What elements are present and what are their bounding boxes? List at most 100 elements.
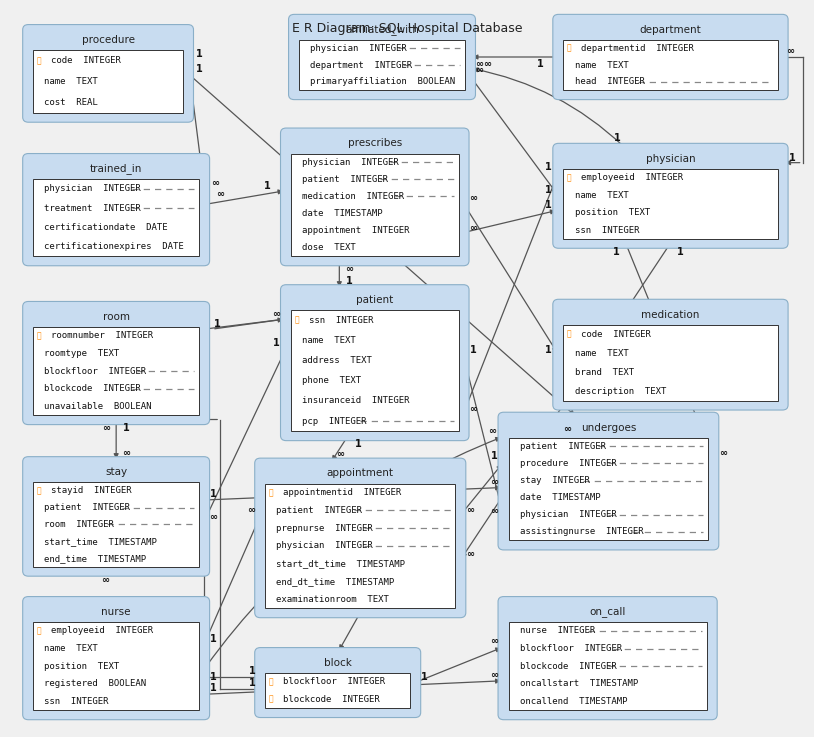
Text: prescribes: prescribes: [348, 139, 402, 148]
Text: department: department: [640, 24, 702, 35]
Text: room  INTEGER: room INTEGER: [45, 520, 114, 529]
Text: patient: patient: [357, 295, 393, 305]
FancyBboxPatch shape: [563, 325, 777, 401]
Text: position  TEXT: position TEXT: [575, 208, 650, 217]
Text: departmentid  INTEGER: departmentid INTEGER: [581, 43, 694, 53]
Text: patient  INTEGER: patient INTEGER: [277, 506, 362, 515]
Text: 1: 1: [210, 489, 217, 499]
Text: date  TIMESTAMP: date TIMESTAMP: [302, 209, 383, 218]
FancyBboxPatch shape: [498, 596, 717, 720]
Text: 1: 1: [545, 162, 552, 172]
Text: 1: 1: [613, 247, 619, 257]
Text: unavailable  BOOLEAN: unavailable BOOLEAN: [45, 402, 152, 411]
Text: department  INTEGER: department INTEGER: [310, 60, 413, 69]
Text: treatment  INTEGER: treatment INTEGER: [45, 203, 141, 212]
Text: procedure: procedure: [81, 35, 134, 45]
Text: affiliated_with: affiliated_with: [345, 24, 419, 35]
FancyBboxPatch shape: [289, 14, 475, 99]
Text: name  TEXT: name TEXT: [45, 644, 98, 653]
Text: blockfloor  INTEGER: blockfloor INTEGER: [283, 677, 385, 686]
FancyBboxPatch shape: [33, 482, 199, 567]
Text: 1: 1: [545, 200, 552, 210]
Text: name  TEXT: name TEXT: [302, 336, 356, 345]
Text: start_dt_time  TIMESTAMP: start_dt_time TIMESTAMP: [277, 559, 405, 568]
FancyBboxPatch shape: [281, 128, 469, 266]
Text: ∞: ∞: [209, 511, 217, 522]
FancyBboxPatch shape: [33, 50, 183, 113]
Text: name  TEXT: name TEXT: [45, 77, 98, 86]
Text: ∞: ∞: [216, 189, 224, 200]
Text: patient  INTEGER: patient INTEGER: [520, 441, 606, 451]
FancyBboxPatch shape: [291, 310, 458, 431]
Text: procedure  INTEGER: procedure INTEGER: [520, 459, 616, 468]
Text: 1: 1: [249, 666, 256, 676]
Text: employeeid  INTEGER: employeeid INTEGER: [51, 626, 153, 635]
Text: 1: 1: [545, 185, 552, 195]
Text: ⚿: ⚿: [269, 488, 273, 497]
Text: trained_in: trained_in: [90, 164, 142, 174]
Text: ∞: ∞: [786, 46, 794, 56]
Text: ⚿: ⚿: [269, 695, 273, 704]
Text: blockfloor  INTEGER: blockfloor INTEGER: [45, 366, 147, 376]
FancyBboxPatch shape: [509, 438, 708, 540]
Text: date  TIMESTAMP: date TIMESTAMP: [520, 493, 601, 502]
Text: code  INTEGER: code INTEGER: [581, 329, 651, 339]
Text: on_call: on_call: [589, 607, 626, 618]
Text: head  INTEGER: head INTEGER: [575, 77, 645, 86]
Text: ∞: ∞: [490, 477, 498, 486]
Text: ∞: ∞: [211, 178, 219, 188]
Text: ⚿: ⚿: [567, 173, 571, 182]
Text: blockfloor  INTEGER: blockfloor INTEGER: [520, 644, 622, 653]
Text: blockcode  INTEGER: blockcode INTEGER: [520, 662, 616, 671]
Text: 1: 1: [195, 49, 203, 60]
Text: 1: 1: [213, 319, 221, 329]
Text: registered  BOOLEAN: registered BOOLEAN: [45, 680, 147, 688]
FancyBboxPatch shape: [23, 457, 210, 576]
Text: code  INTEGER: code INTEGER: [51, 56, 120, 65]
Text: ∞: ∞: [475, 59, 484, 69]
Text: physician  INTEGER: physician INTEGER: [310, 43, 407, 53]
Text: 1: 1: [264, 181, 270, 192]
Text: medication  INTEGER: medication INTEGER: [302, 192, 405, 201]
Text: 1: 1: [545, 345, 552, 354]
FancyBboxPatch shape: [33, 622, 199, 710]
Text: oncallstart  TIMESTAMP: oncallstart TIMESTAMP: [520, 680, 638, 688]
Text: ssn  INTEGER: ssn INTEGER: [45, 697, 109, 706]
Text: ∞: ∞: [488, 426, 497, 436]
FancyBboxPatch shape: [498, 412, 719, 550]
FancyBboxPatch shape: [281, 284, 469, 441]
Text: ⚿: ⚿: [37, 56, 41, 65]
Text: certificationdate  DATE: certificationdate DATE: [45, 223, 168, 232]
FancyBboxPatch shape: [553, 143, 788, 248]
Text: 1: 1: [195, 64, 203, 74]
Text: blockcode  INTEGER: blockcode INTEGER: [45, 384, 141, 393]
Text: 1: 1: [789, 153, 795, 164]
Text: ∞: ∞: [719, 448, 727, 458]
Text: 1: 1: [491, 451, 497, 461]
Text: end_dt_time  TIMESTAMP: end_dt_time TIMESTAMP: [277, 577, 395, 586]
FancyBboxPatch shape: [299, 40, 465, 90]
Text: prepnurse  INTEGER: prepnurse INTEGER: [277, 523, 374, 533]
Text: ∞: ∞: [475, 65, 484, 75]
Text: stay  INTEGER: stay INTEGER: [520, 476, 589, 485]
Text: ∞: ∞: [273, 309, 281, 319]
Text: room: room: [103, 312, 129, 322]
Text: appointmentid  INTEGER: appointmentid INTEGER: [283, 488, 401, 497]
Text: ∞: ∞: [490, 636, 498, 646]
Text: ⚿: ⚿: [269, 677, 273, 686]
Text: 1: 1: [615, 133, 621, 143]
FancyBboxPatch shape: [563, 40, 777, 90]
Text: 1: 1: [354, 439, 361, 450]
Text: 1: 1: [537, 59, 544, 69]
Text: roomtype  TEXT: roomtype TEXT: [45, 349, 120, 358]
Text: medication: medication: [641, 310, 700, 320]
FancyBboxPatch shape: [553, 299, 788, 410]
Text: ∞: ∞: [101, 575, 109, 585]
Text: position  TEXT: position TEXT: [45, 662, 120, 671]
Text: brand  TEXT: brand TEXT: [575, 368, 634, 377]
Text: appointment: appointment: [326, 469, 394, 478]
Text: ∞: ∞: [336, 450, 344, 459]
Text: ∞: ∞: [466, 550, 474, 559]
Text: ∞: ∞: [466, 505, 474, 514]
Text: employeeid  INTEGER: employeeid INTEGER: [581, 173, 683, 182]
